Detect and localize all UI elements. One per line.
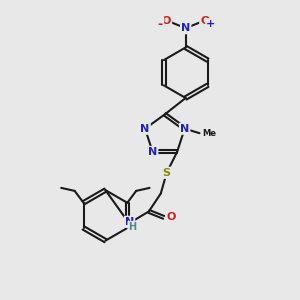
Text: H: H	[128, 222, 136, 232]
Text: N: N	[125, 217, 134, 227]
Text: S: S	[163, 168, 171, 178]
Text: +: +	[206, 19, 216, 29]
Text: Me: Me	[202, 129, 216, 138]
Text: O: O	[162, 16, 171, 26]
Text: N: N	[180, 124, 189, 134]
Text: -: -	[158, 18, 163, 31]
Text: N: N	[148, 147, 157, 157]
Text: N: N	[140, 124, 150, 134]
Text: N: N	[181, 23, 190, 33]
Text: O: O	[200, 16, 210, 26]
Text: O: O	[167, 212, 176, 222]
